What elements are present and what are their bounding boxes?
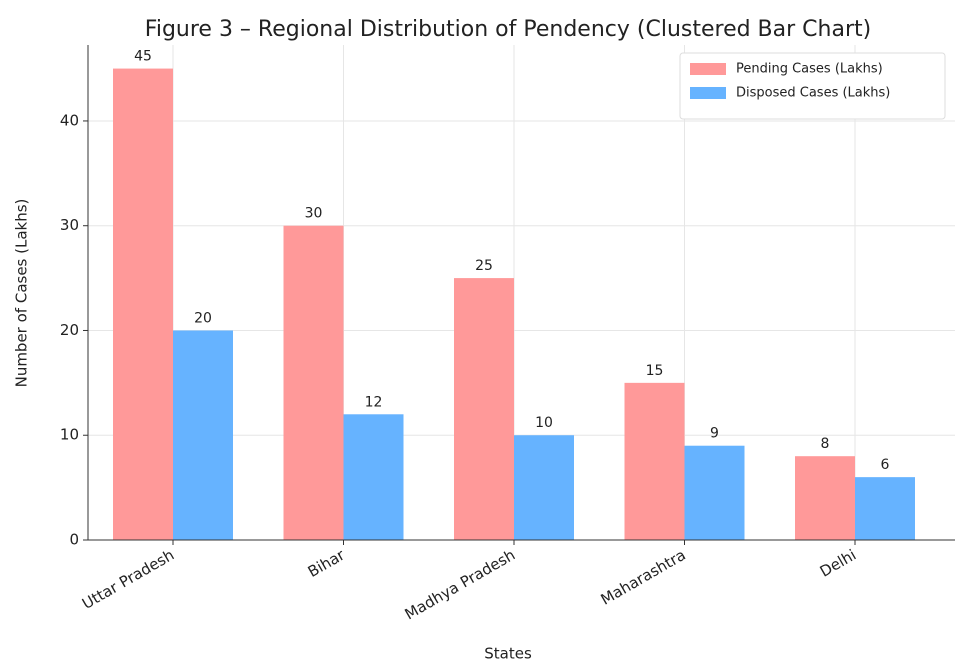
bar bbox=[514, 435, 574, 540]
y-tick-label: 30 bbox=[60, 216, 79, 234]
bar-value-label: 8 bbox=[821, 436, 830, 452]
bar-value-label: 45 bbox=[134, 49, 152, 65]
legend-label: Pending Cases (Lakhs) bbox=[736, 62, 883, 77]
x-tick-label: Delhi bbox=[817, 546, 859, 581]
chart-title: Figure 3 – Regional Distribution of Pend… bbox=[145, 17, 871, 42]
bar-value-label: 9 bbox=[710, 426, 719, 442]
bar-value-label: 30 bbox=[305, 206, 323, 222]
legend-swatch bbox=[690, 63, 726, 75]
legend-box bbox=[679, 52, 946, 120]
x-tick-label: Madhya Pradesh bbox=[402, 546, 519, 624]
bar-value-label: 12 bbox=[365, 394, 383, 410]
legend-label: Disposed Cases (Lakhs) bbox=[736, 86, 890, 101]
y-tick-label: 0 bbox=[69, 531, 79, 549]
bar bbox=[283, 225, 344, 540]
y-axis-label: Number of Cases (Lakhs) bbox=[13, 199, 31, 388]
x-tick-label: Maharashtra bbox=[598, 546, 689, 609]
bar-value-label: 6 bbox=[881, 457, 890, 473]
bar bbox=[855, 477, 915, 540]
x-tick-label: Bihar bbox=[305, 545, 349, 581]
x-axis-label: States bbox=[484, 645, 532, 663]
y-tick-label: 40 bbox=[60, 111, 79, 129]
legend-swatch bbox=[690, 87, 726, 99]
bar bbox=[624, 382, 685, 540]
bar bbox=[173, 330, 233, 540]
bar bbox=[684, 445, 745, 540]
bar-value-label: 25 bbox=[475, 258, 493, 274]
y-tick-label: 10 bbox=[60, 426, 79, 444]
bar bbox=[795, 456, 855, 540]
bar-value-label: 10 bbox=[535, 415, 553, 431]
bar bbox=[454, 278, 514, 540]
bar bbox=[343, 414, 404, 540]
bar-value-label: 15 bbox=[646, 363, 664, 379]
x-tick-label: Uttar Pradesh bbox=[79, 546, 177, 613]
bar-value-label: 20 bbox=[194, 310, 212, 326]
y-tick-label: 20 bbox=[60, 321, 79, 339]
bar bbox=[113, 68, 173, 541]
